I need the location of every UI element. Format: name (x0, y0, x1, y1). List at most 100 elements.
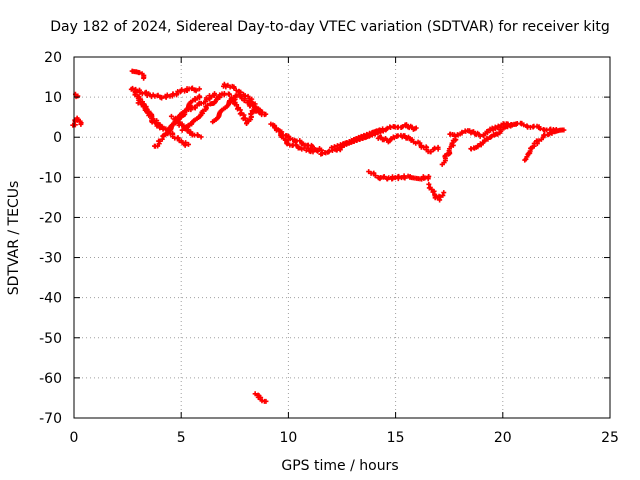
data-point (259, 109, 265, 115)
data-point (196, 93, 202, 99)
data-point (475, 143, 481, 149)
y-tick-label: -30 (39, 251, 62, 267)
data-point (238, 89, 244, 95)
data-point (154, 93, 160, 99)
data-point (159, 94, 165, 100)
data-point (154, 120, 160, 126)
data-point (248, 99, 254, 105)
data-point (193, 87, 199, 93)
series-track-p (273, 127, 324, 153)
data-point (477, 141, 483, 147)
y-tick-label: 10 (44, 90, 62, 106)
data-point (396, 173, 402, 179)
data-point (146, 112, 152, 118)
data-point (413, 125, 419, 131)
data-point (329, 145, 335, 151)
data-point (168, 113, 174, 119)
data-point (230, 97, 236, 103)
data-point (528, 145, 534, 151)
data-point (380, 174, 386, 180)
series-track-r (333, 127, 382, 153)
y-tick-label: 20 (44, 50, 62, 66)
y-tick-label: -10 (39, 170, 62, 186)
data-point (356, 134, 362, 140)
data-point (427, 149, 433, 155)
data-point (376, 127, 382, 133)
data-series (70, 68, 567, 404)
y-tick-label: -70 (39, 411, 62, 427)
series-track-m (225, 91, 265, 127)
data-point (234, 102, 240, 108)
data-point (263, 398, 269, 404)
x-tick-label: 0 (70, 430, 79, 446)
data-point (179, 87, 185, 93)
data-point (208, 94, 214, 100)
data-point (205, 102, 211, 108)
series-track-l (221, 81, 262, 115)
data-point (198, 134, 204, 140)
data-point (241, 98, 247, 104)
data-point (185, 141, 191, 147)
y-tick-label: -50 (39, 331, 62, 347)
data-point (450, 138, 456, 144)
data-point (441, 190, 447, 196)
data-point (200, 108, 206, 114)
series-track-y (522, 127, 559, 163)
y-tick-label: -60 (39, 371, 62, 387)
y-tick-label: -20 (39, 210, 62, 226)
data-point (426, 173, 432, 179)
data-point (367, 130, 373, 136)
data-point (178, 138, 184, 144)
series-track-v (439, 133, 459, 167)
data-point (494, 131, 500, 137)
data-point (384, 125, 390, 131)
data-point (284, 141, 290, 147)
data-point (211, 92, 217, 98)
data-point (78, 121, 84, 127)
data-point (422, 175, 428, 181)
data-point (440, 192, 446, 198)
data-point (184, 128, 190, 134)
data-point (390, 176, 396, 182)
x-tick-label: 25 (601, 430, 619, 446)
data-point (196, 86, 202, 92)
series-track-a (72, 91, 81, 100)
data-point (221, 81, 227, 87)
series-track-t (366, 169, 432, 182)
axis-ticks: 0 5 10 15 20 25 20 10 0 -10 -20 -30 -40 -50 -60 -70 (39, 50, 619, 446)
data-point (253, 108, 259, 114)
y-tick-label: 0 (53, 130, 62, 146)
plot-frame (73, 56, 611, 419)
chart-title: Day 182 of 2024, Sidereal Day-to-day VTE… (50, 19, 610, 35)
data-point (191, 104, 197, 110)
data-point (189, 86, 195, 92)
data-point (497, 127, 503, 133)
data-point (537, 126, 543, 132)
data-point (340, 141, 346, 147)
data-point (484, 128, 490, 134)
series-track-f (135, 97, 191, 148)
data-point (373, 173, 379, 179)
series-track-c (129, 68, 147, 81)
series-track-s (375, 132, 441, 155)
data-point (417, 140, 423, 146)
data-point (361, 132, 367, 138)
x-axis-label: GPS time / hours (281, 458, 398, 474)
x-tick-label: 15 (387, 430, 405, 446)
data-point (235, 105, 241, 111)
data-point (402, 175, 408, 181)
data-point (164, 92, 170, 98)
data-point (141, 75, 147, 81)
data-point (182, 142, 188, 148)
data-point (553, 127, 559, 133)
data-point (392, 175, 398, 181)
series-track-j (168, 113, 204, 140)
data-point (263, 111, 269, 117)
data-point (132, 92, 138, 98)
data-point (233, 87, 239, 93)
series-track-d (128, 85, 202, 101)
x-tick-label: 5 (177, 430, 186, 446)
series-track-x (468, 121, 517, 152)
